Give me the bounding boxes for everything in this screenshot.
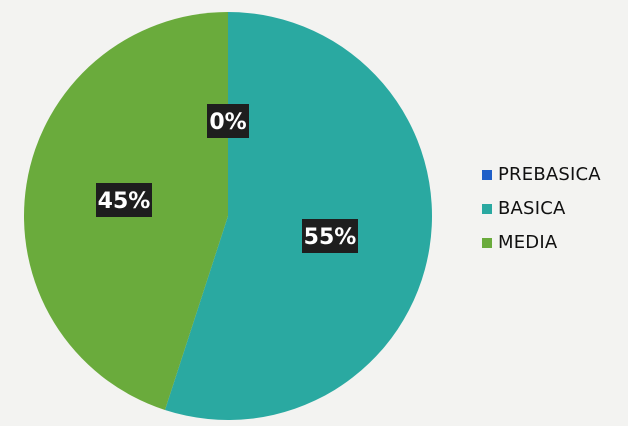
data-label-text-basica: 55%: [304, 225, 357, 250]
data-label-box-basica: [302, 219, 358, 253]
legend-label-basica: BASICA: [498, 198, 566, 219]
legend: PREBASICA BASICA MEDIA: [482, 164, 601, 253]
legend-swatch-media: [482, 237, 492, 248]
data-label-box-prebasica: [207, 104, 249, 138]
legend-label-prebasica: PREBASICA: [498, 164, 601, 185]
data-label-box-media: [96, 183, 152, 217]
legend-swatch-basica: [482, 203, 492, 214]
legend-item-media: MEDIA: [482, 232, 601, 253]
legend-item-prebasica: PREBASICA: [482, 164, 601, 185]
legend-item-basica: BASICA: [482, 198, 601, 219]
legend-label-media: MEDIA: [498, 232, 558, 253]
legend-swatch-prebasica: [482, 169, 492, 180]
data-label-prebasica: 0%: [207, 104, 249, 138]
data-label-basica: 55%: [302, 219, 358, 253]
data-label-text-prebasica: 0%: [209, 110, 246, 135]
data-label-media: 45%: [96, 183, 152, 217]
data-label-text-media: 45%: [98, 189, 151, 214]
